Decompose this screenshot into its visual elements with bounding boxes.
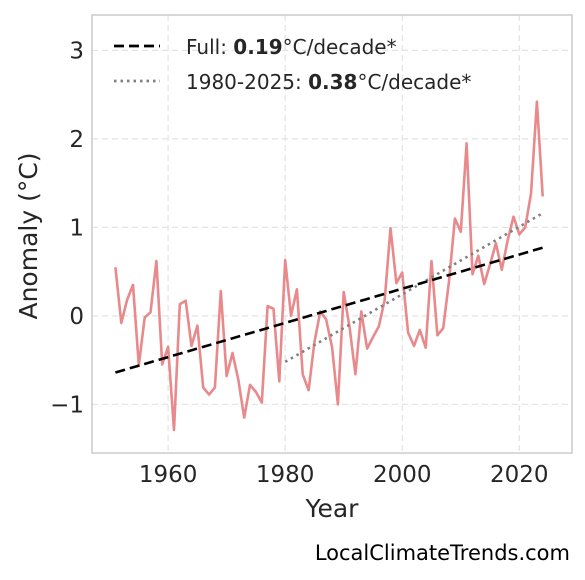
series	[114, 100, 544, 432]
legend-label-recent: 1980-2025: 0.38°C/decade*	[186, 70, 471, 94]
recent-trend-line	[284, 212, 544, 364]
y-tick-label: 2	[69, 127, 84, 153]
x-tick-label: 1960	[139, 462, 198, 488]
site-watermark: LocalClimateTrends.com	[315, 541, 570, 565]
x-tick-label: 2000	[373, 462, 432, 488]
y-tick-label: 3	[69, 38, 84, 64]
x-tick-label: 1980	[256, 462, 315, 488]
temperature-anomaly-line	[114, 100, 544, 432]
grid	[92, 15, 572, 453]
plot-frame	[91, 14, 573, 454]
y-tick-label: 1	[69, 215, 84, 241]
x-axis-title: Year	[305, 494, 360, 523]
legend: Full: 0.19°C/decade* 1980-2025: 0.38°C/d…	[114, 35, 471, 94]
tick-labels: 1960 1980 2000 2020 −1 0 1 2 3	[50, 38, 548, 488]
y-tick-label: −1	[50, 392, 84, 418]
legend-label-full: Full: 0.19°C/decade*	[186, 35, 397, 59]
y-tick-label: 0	[69, 304, 84, 330]
x-tick-label: 2020	[490, 462, 549, 488]
y-axis-title: Anomaly (°C)	[14, 152, 43, 319]
